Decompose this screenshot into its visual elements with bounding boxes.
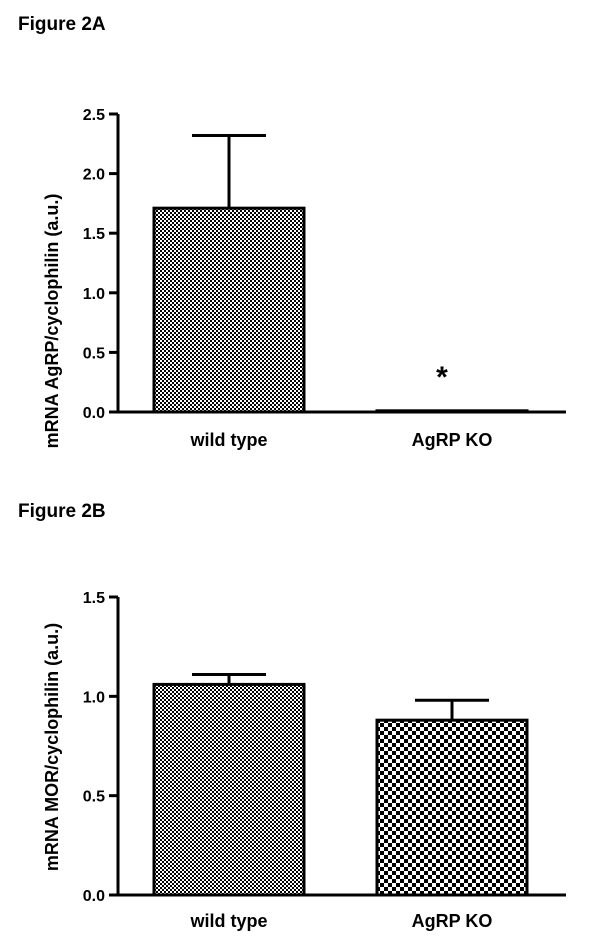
significance-asterisk: * [436, 361, 448, 394]
figure-2a-title: Figure 2A [18, 14, 106, 35]
chart-figure-2a: mRNA AgRP/cyclophilin (a.u.) 0.0 0.5 1.0 1.… [42, 107, 566, 450]
y-tick-label: 1.5 [83, 226, 105, 243]
x-tick-label-wild-type: wild type [189, 911, 267, 931]
chart-figure-2b: mRNA MOR/cyclophilin (a.u.) 0.0 0.5 1.0 1.5… [42, 590, 566, 931]
bar-wild-type [152, 206, 306, 414]
y-tick-label: 1.0 [83, 689, 105, 706]
bar-agrp-ko [375, 409, 529, 414]
plot-area: 0.0 0.5 1.0 1.5 wild type AgRP KO [83, 590, 566, 931]
bar-wild-type [152, 682, 306, 897]
x-tick-label-agrp-ko: AgRP KO [412, 430, 493, 450]
y-tick-label: 1.0 [83, 286, 105, 303]
y-tick-label: 0.5 [83, 345, 105, 362]
y-tick-label: 2.5 [83, 107, 105, 124]
plot-area: 0.0 0.5 1.0 1.5 2.0 2.5 wild type AgRP KO * [83, 107, 566, 450]
y-tick-label: 1.5 [83, 590, 105, 607]
y-tick-label: 0.5 [83, 789, 105, 806]
x-tick-label-wild-type: wild type [189, 430, 267, 450]
y-axis-label: mRNA MOR/cyclophilin (a.u.) [42, 623, 62, 871]
y-axis-label: mRNA AgRP/cyclophilin (a.u.) [42, 194, 62, 449]
x-tick-label-agrp-ko: AgRP KO [412, 911, 493, 931]
y-tick-label: 0.0 [83, 888, 105, 905]
y-tick-label: 2.0 [83, 167, 105, 184]
figure-2b-title: Figure 2B [18, 501, 106, 522]
bar-agrp-ko [375, 718, 529, 897]
y-tick-label: 0.0 [83, 405, 105, 422]
